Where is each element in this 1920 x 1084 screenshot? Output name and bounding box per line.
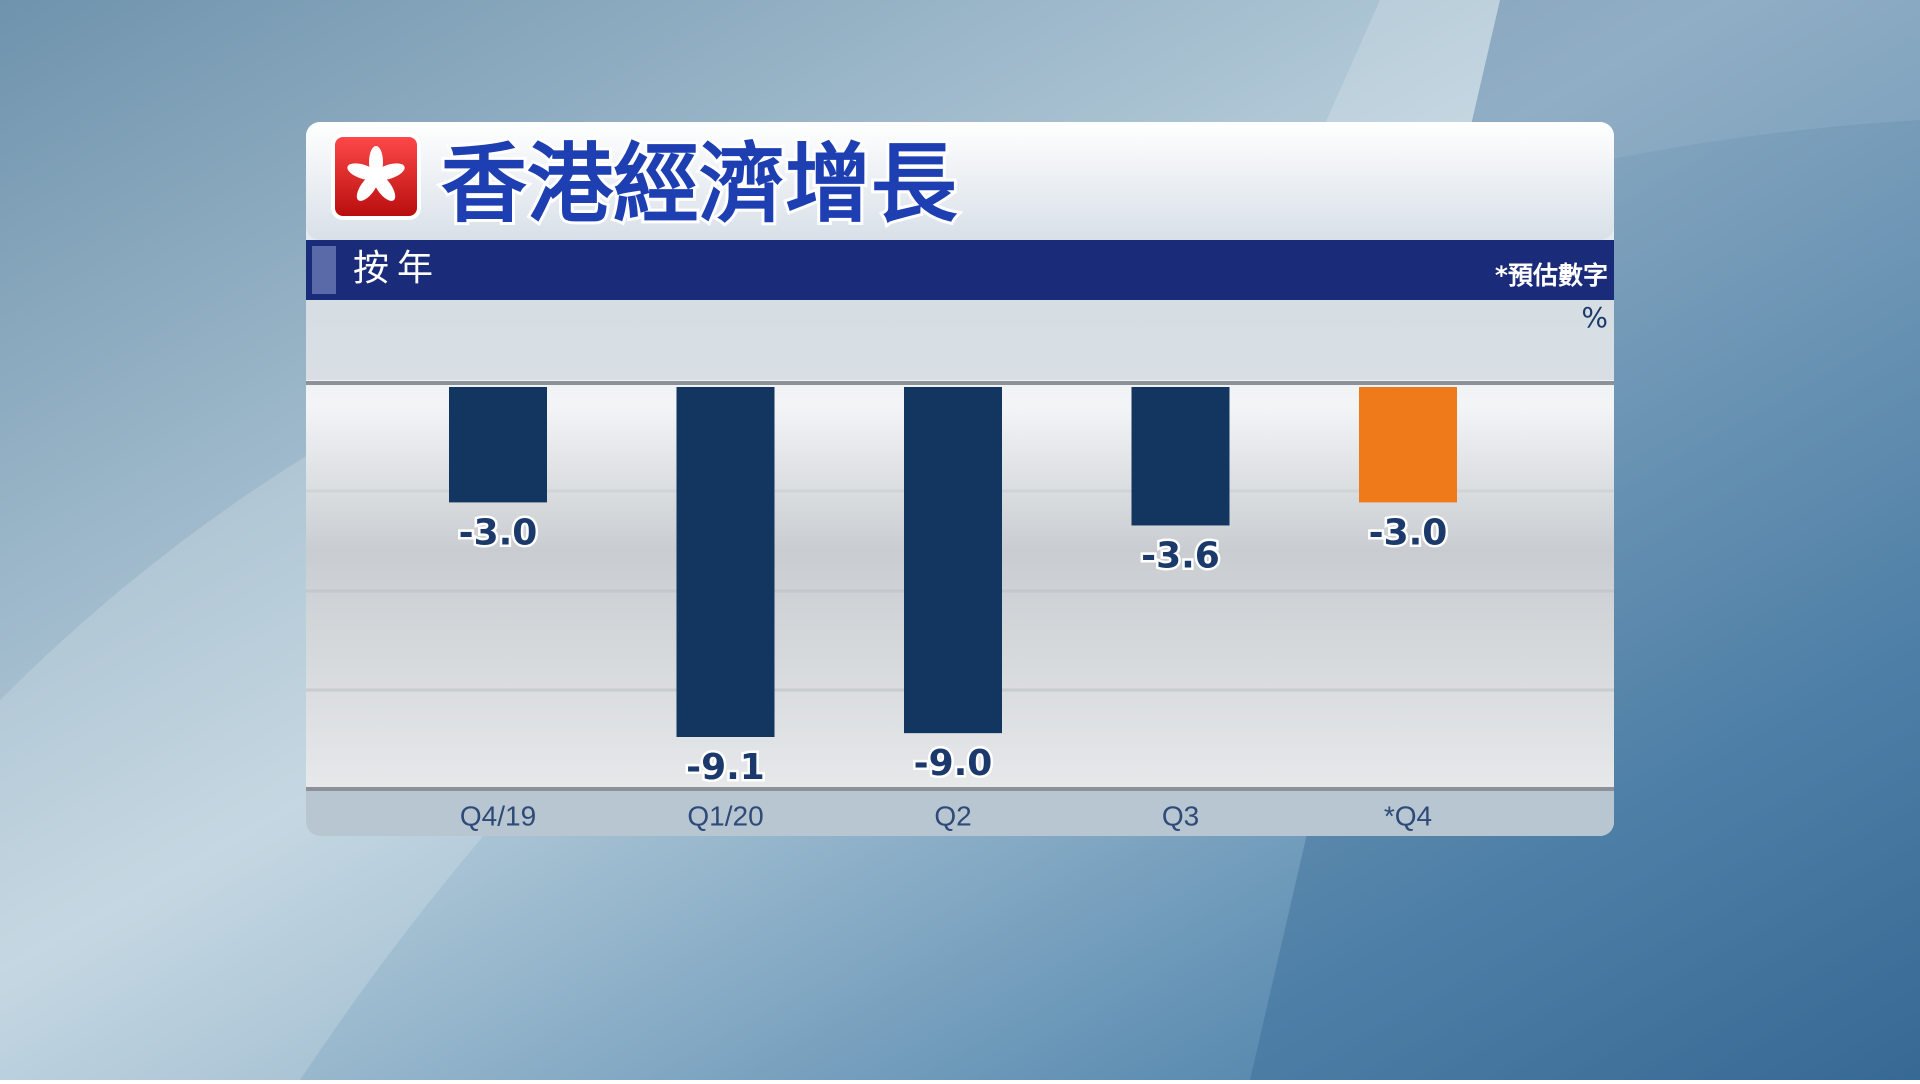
x-tick-label: Q1/20: [687, 800, 763, 831]
value-label: -3.0: [459, 512, 538, 553]
value-label: -9.1: [686, 747, 765, 788]
bar: [676, 387, 775, 737]
bar: [904, 387, 1002, 734]
bauhinia: [347, 146, 405, 201]
bar: [1359, 387, 1457, 503]
unit-label: %: [1581, 301, 1608, 334]
x-tick-label: *Q4: [1384, 800, 1432, 831]
title-bar: [306, 122, 1614, 240]
value-label: -3.6: [1141, 535, 1220, 576]
note: *預估數字: [1495, 261, 1608, 290]
x-tick-label: Q2: [934, 800, 971, 831]
bar: [449, 387, 547, 503]
bar: [1131, 387, 1230, 526]
x-tick-label: Q4/19: [460, 800, 536, 831]
unit-strip: [306, 300, 1614, 380]
x-tick-label: Q3: [1162, 800, 1199, 831]
subtitle-bar: [306, 240, 1614, 300]
chart-subtitle: 按年: [353, 248, 441, 289]
chart-title: 香港經濟增長: [441, 134, 958, 234]
value-label: -3.0: [1369, 512, 1448, 553]
value-label: -9.0: [914, 743, 993, 784]
category-band: [306, 790, 1614, 836]
accent: [312, 246, 336, 294]
